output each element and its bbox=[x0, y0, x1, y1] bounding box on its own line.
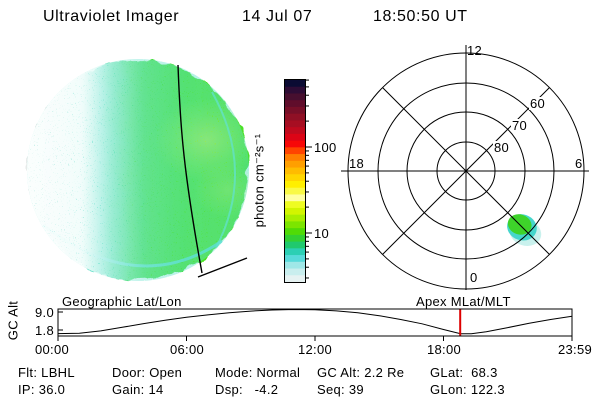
colorbar-label: photon cm⁻²s⁻¹ bbox=[251, 133, 267, 228]
noise-texture-white-limb bbox=[27, 59, 249, 281]
header-time: 18:50:50 UT bbox=[373, 8, 468, 25]
colorbar-tick-10: 10 bbox=[314, 226, 330, 241]
status-glon: GLon: 122.3 bbox=[430, 382, 505, 397]
polar-dial bbox=[341, 45, 589, 290]
gc-alt-plot bbox=[57, 308, 573, 341]
header-date: 14 Jul 07 bbox=[242, 8, 313, 25]
polar-grid bbox=[341, 45, 589, 290]
ytick-1-8: 1.8 bbox=[35, 323, 54, 338]
status-door: Door: Open bbox=[112, 365, 183, 380]
alt-plot-ylabel: GC Alt bbox=[5, 300, 21, 341]
mlt-label-12: 12 bbox=[467, 43, 483, 58]
alt-plot-frame bbox=[57, 308, 573, 337]
xtick-0000: 00:00 bbox=[34, 342, 70, 357]
colorbar-bands bbox=[285, 80, 305, 283]
alt-plot-title-left: Geographic Lat/Lon bbox=[62, 294, 182, 309]
status-gain: Gain: 14 bbox=[112, 382, 164, 397]
status-mode: Mode: Normal bbox=[215, 365, 301, 380]
uv-earth-disk bbox=[27, 59, 249, 281]
colorbar-ticks bbox=[305, 79, 312, 279]
status-gc-alt: GC Alt: 2.2 Re bbox=[317, 365, 405, 380]
xtick-1800: 18:00 bbox=[426, 342, 462, 357]
status-ip: IP: 36.0 bbox=[18, 382, 66, 397]
status-glat: GLat: 68.3 bbox=[430, 365, 498, 380]
terminator-meridian-line bbox=[177, 64, 203, 274]
alt-plot-title-right: Apex MLat/MLT bbox=[416, 294, 511, 309]
ytick-9: 9.0 bbox=[35, 305, 54, 320]
xtick-0600: 06:00 bbox=[169, 342, 205, 357]
status-seq: Seq: 39 bbox=[317, 382, 364, 397]
alt-plot-axis-ticks bbox=[57, 311, 573, 341]
mlt-label-18: 18 bbox=[349, 156, 365, 171]
colorbar-tick-100: 100 bbox=[314, 140, 337, 155]
altitude-curve bbox=[57, 308, 573, 335]
status-dsp: Dsp: -4.2 bbox=[215, 382, 279, 397]
xtick-2359: 23:59 bbox=[557, 342, 593, 357]
app-title: Ultraviolet Imager bbox=[43, 8, 180, 25]
mlat-ring-label-70: 70 bbox=[511, 118, 529, 133]
mlat-ring-label-80: 80 bbox=[493, 140, 511, 155]
status-flt: Flt: LBHL bbox=[18, 365, 75, 380]
mlat-ring-label-60: 60 bbox=[529, 96, 547, 111]
limb-reference-line bbox=[197, 257, 248, 278]
xtick-1200: 12:00 bbox=[297, 342, 333, 357]
mlt-label-6: 6 bbox=[575, 156, 583, 171]
mlt-label-0: 0 bbox=[470, 270, 478, 285]
